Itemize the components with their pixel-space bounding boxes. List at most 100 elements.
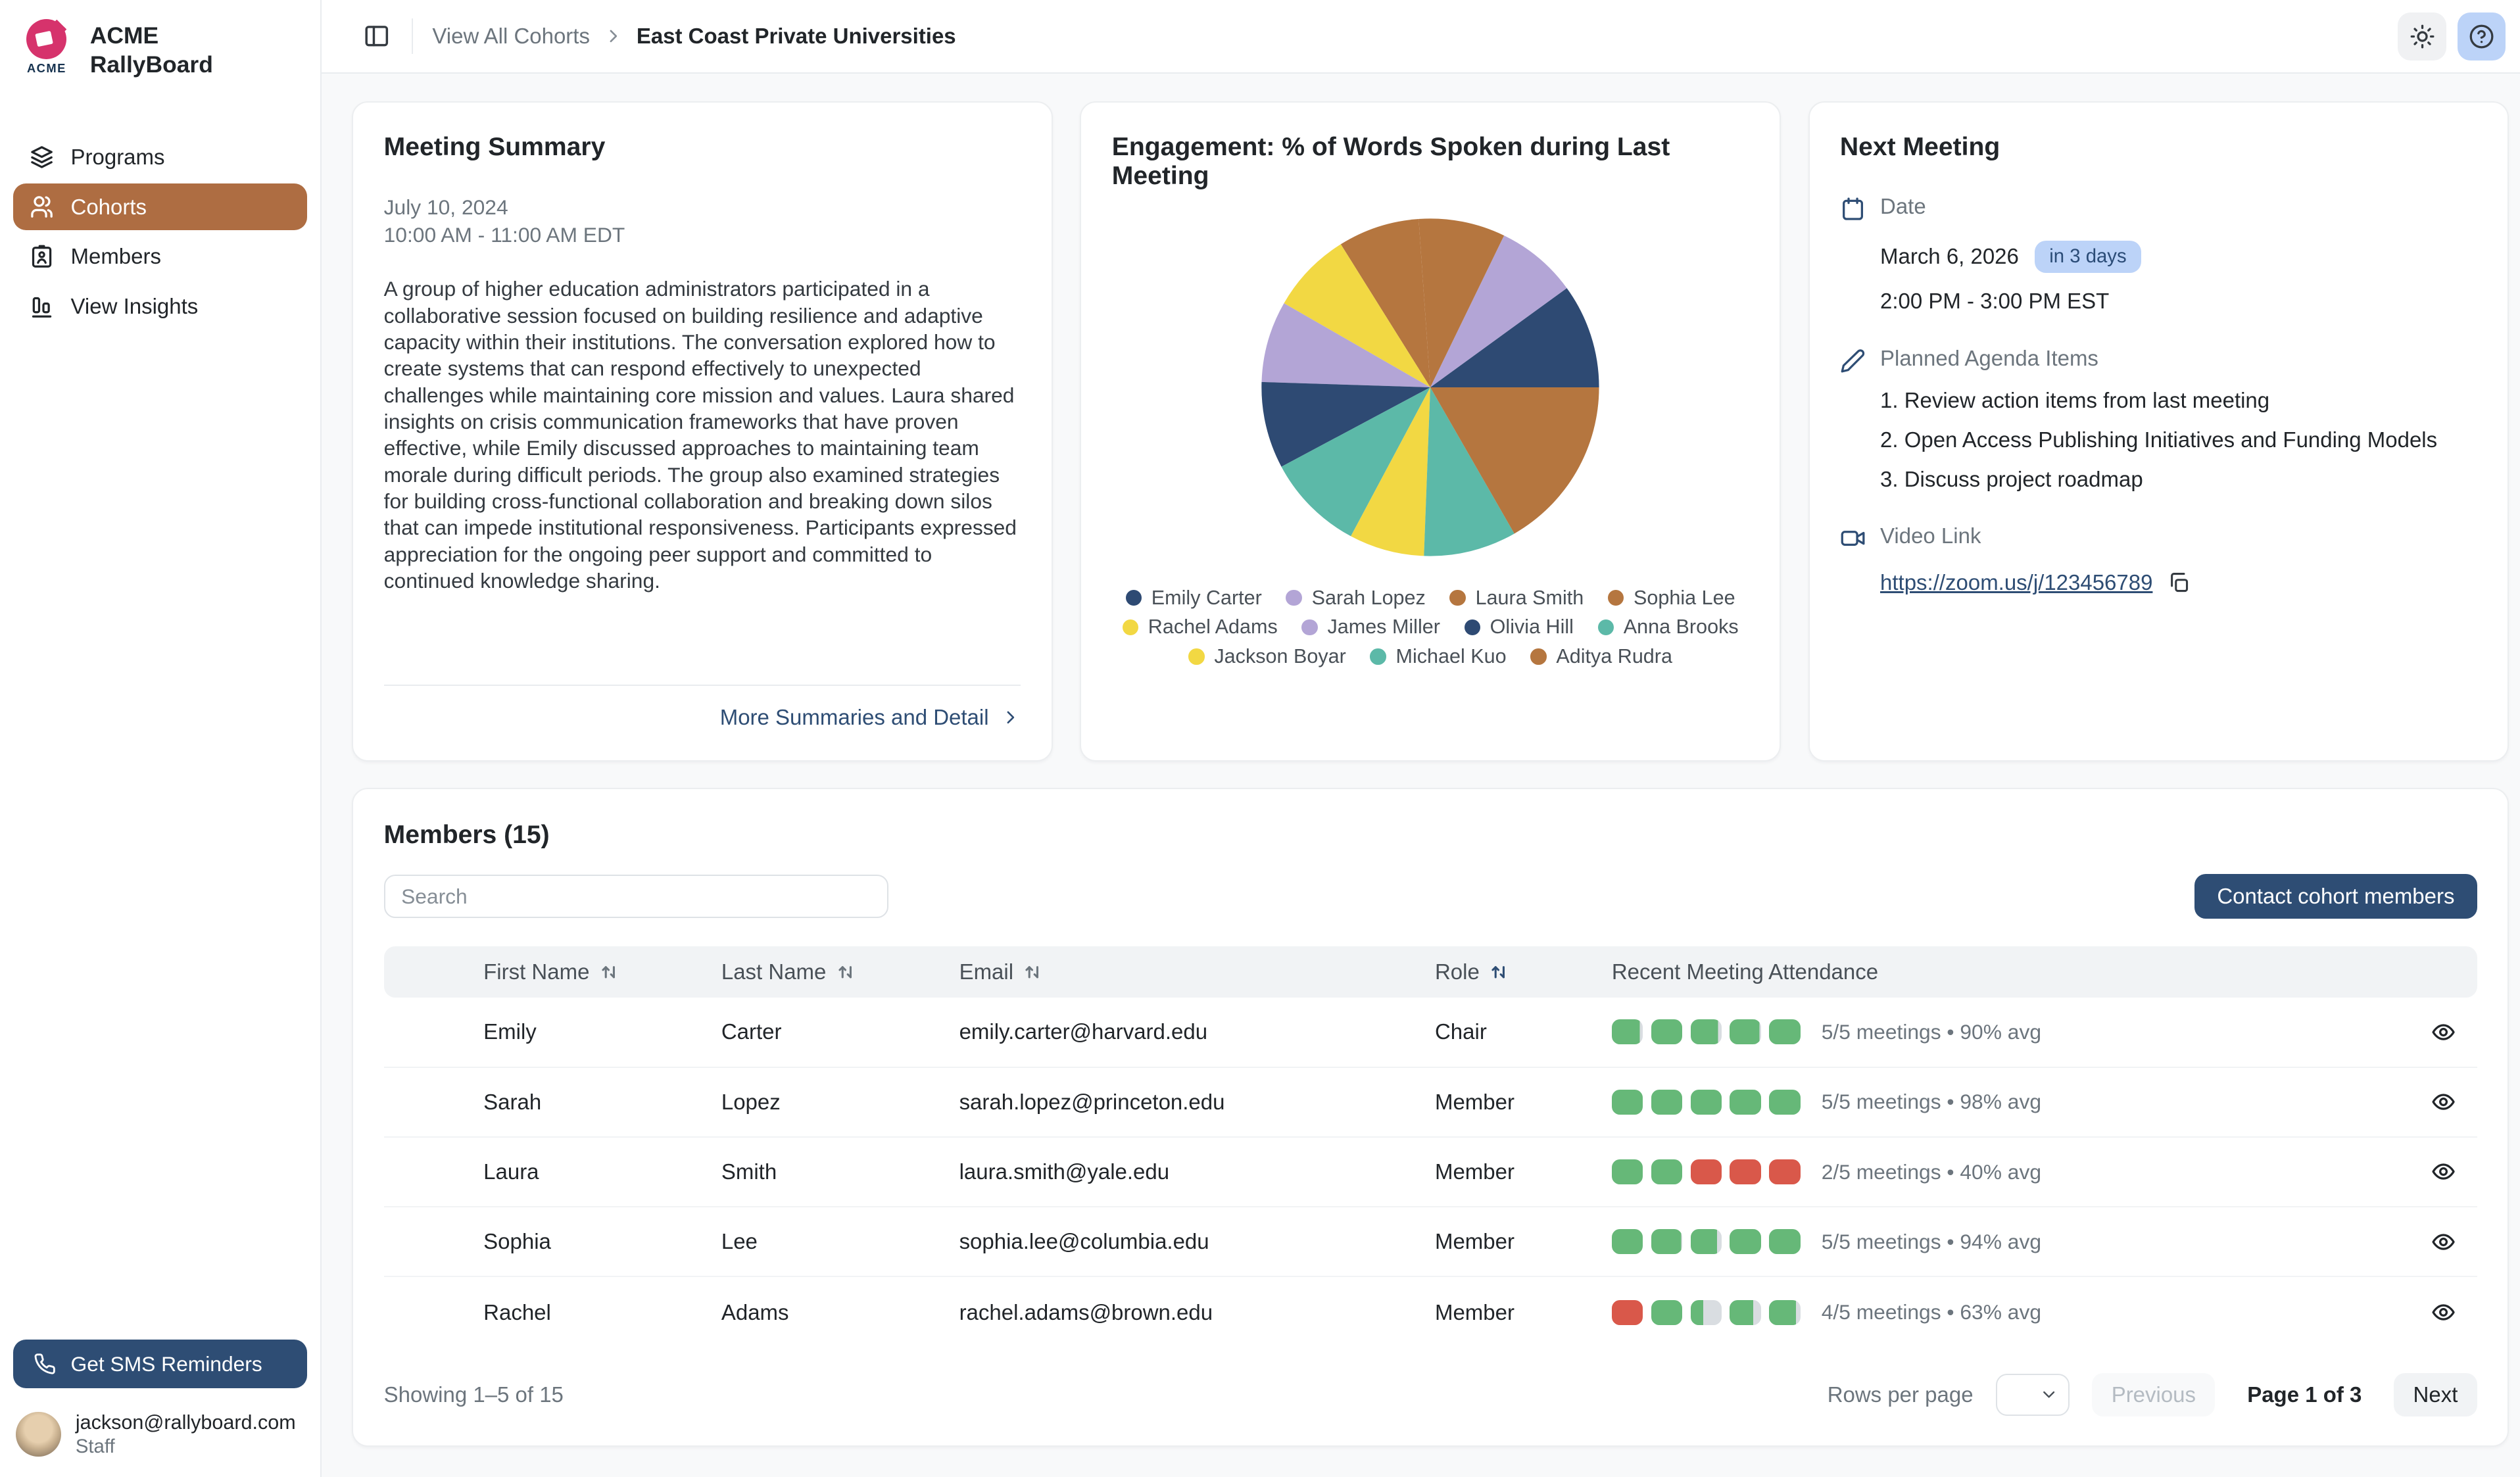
column-label: Email — [959, 959, 1014, 984]
attendance-bar — [1690, 1159, 1722, 1184]
sidebar-item-view-insights[interactable]: View Insights — [13, 283, 308, 330]
sidebar-item-label: Cohorts — [70, 194, 147, 219]
view-member-button[interactable] — [2431, 1159, 2456, 1184]
view-member-button[interactable] — [2431, 1229, 2456, 1255]
more-summaries-link[interactable]: More Summaries and Detail — [384, 686, 1021, 730]
sidebar-item-members[interactable]: Members — [13, 233, 308, 280]
chevron-right-icon — [603, 26, 624, 47]
view-member-button[interactable] — [2431, 1299, 2456, 1325]
chevron-down-icon — [2039, 1385, 2058, 1404]
cell-email: laura.smith@yale.edu — [959, 1159, 1170, 1184]
cell-first-name: Emily — [483, 1019, 537, 1044]
rows-per-page-select[interactable] — [1995, 1374, 2070, 1416]
attendance-bar — [1690, 1299, 1722, 1325]
next-meeting-date: March 6, 2026 — [1880, 244, 2019, 269]
attendance-text: 5/5 meetings • 94% avg — [1821, 1229, 2042, 1253]
theme-toggle-button[interactable] — [2398, 12, 2446, 61]
attendance-bar — [1730, 1229, 1762, 1255]
acme-logo-text: ACME — [26, 61, 66, 75]
attendance-bar — [1769, 1089, 1801, 1115]
cell-first-name: Sarah — [483, 1089, 542, 1114]
attendance-text: 5/5 meetings • 90% avg — [1821, 1019, 2042, 1044]
agenda-item: 2. Open Access Publishing Initiatives an… — [1880, 427, 2438, 452]
legend-dot — [1125, 589, 1142, 606]
sidebar-toggle-icon[interactable] — [363, 22, 391, 50]
column-label: First Name — [483, 959, 590, 984]
brand-name: ACME RallyBoard — [90, 19, 213, 79]
help-button[interactable] — [2457, 12, 2506, 61]
next-page-button[interactable]: Next — [2394, 1372, 2477, 1416]
get-sms-reminders-button[interactable]: Get SMS Reminders — [12, 1340, 308, 1388]
user-menu[interactable]: jackson@rallyboard.com Staff — [13, 1411, 308, 1458]
cell-email: emily.carter@harvard.edu — [959, 1019, 1208, 1044]
zoom-meeting-link[interactable]: https://zoom.us/j/123456789 — [1880, 570, 2153, 595]
view-member-button[interactable] — [2431, 1089, 2456, 1115]
attendance-bar — [1651, 1089, 1683, 1115]
column-header-first-name[interactable]: First Name — [483, 959, 721, 984]
table-body: Emily Carter emily.carter@harvard.edu Chair… — [383, 998, 2477, 1347]
legend-label: Olivia Hill — [1490, 616, 1574, 639]
legend-label: Emily Carter — [1151, 586, 1262, 609]
acme-logo: ACME — [19, 19, 74, 79]
search-input[interactable] — [383, 875, 889, 919]
attendance-bar — [1611, 1229, 1643, 1255]
user-avatar — [16, 1411, 61, 1457]
pencil-icon — [1840, 348, 1866, 374]
brand: ACME ACME RallyBoard — [13, 16, 308, 79]
agenda-section: Planned Agenda Items — [1840, 346, 2477, 374]
legend-label: James Miller — [1327, 616, 1440, 639]
previous-page-button[interactable]: Previous — [2092, 1372, 2216, 1416]
legend-item: Aditya Rudra — [1530, 645, 1672, 668]
view-member-button[interactable] — [2431, 1019, 2456, 1045]
attendance-text: 5/5 meetings • 98% avg — [1821, 1090, 2042, 1114]
column-header-last-name[interactable]: Last Name — [721, 959, 959, 984]
legend-dot — [1122, 619, 1139, 636]
breadcrumb-parent-link[interactable]: View All Cohorts — [432, 24, 590, 49]
column-header-email[interactable]: Email — [959, 959, 1435, 984]
cell-role: Member — [1434, 1229, 1514, 1254]
brand-line1: ACME — [89, 22, 159, 49]
showing-text: Showing 1–5 of 15 — [383, 1382, 564, 1407]
cards-row: Meeting Summary July 10, 2024 10:00 AM -… — [352, 101, 2509, 762]
sort-icon — [1491, 965, 1505, 979]
copy-icon[interactable] — [2167, 571, 2191, 595]
pie-slice-sophia-lee — [1341, 218, 1431, 387]
attendance-bar — [1730, 1019, 1762, 1045]
agenda-list: 1. Review action items from last meeting… — [1880, 374, 2477, 492]
pie-slice-emily-carter — [1430, 287, 1599, 387]
contact-cohort-members-button[interactable]: Contact cohort members — [2194, 874, 2477, 919]
engagement-title: Engagement: % of Words Spoken during Las… — [1111, 133, 1670, 191]
pie-slice-aditya-rudra — [1430, 387, 1599, 534]
table-row-emily[interactable]: Emily Carter emily.carter@harvard.edu Chair… — [383, 998, 2477, 1068]
topbar-divider — [411, 18, 414, 55]
main: View All Cohorts East Coast Private Univ… — [321, 0, 2520, 1477]
phone-icon — [34, 1353, 56, 1375]
cell-first-name: Laura — [483, 1159, 539, 1184]
sidebar-item-label: Programs — [70, 144, 165, 169]
legend-item: Michael Kuo — [1370, 645, 1507, 668]
date-label: Date — [1880, 194, 1926, 219]
user-email: jackson@rallyboard.com — [75, 1411, 296, 1434]
table-row-laura[interactable]: Laura Smith laura.smith@yale.edu Member 2/5 … — [383, 1138, 2477, 1208]
cell-last-name: Carter — [721, 1019, 782, 1044]
attendance-bar — [1651, 1019, 1683, 1045]
pie-slice-anna-brooks — [1281, 387, 1431, 536]
sidebar-bottom: Get SMS Reminders jackson@rallyboard.com… — [12, 1340, 308, 1458]
column-header-role[interactable]: Role — [1435, 959, 1612, 984]
cell-first-name: Sophia — [483, 1229, 551, 1254]
pie-svg — [1261, 218, 1599, 556]
legend-item: Rachel Adams — [1122, 616, 1278, 639]
cell-role: Chair — [1434, 1019, 1487, 1044]
sidebar-item-programs[interactable]: Programs — [13, 133, 308, 180]
table-row-rachel[interactable]: Rachel Adams rachel.adams@brown.edu Member 4… — [384, 1277, 2477, 1347]
eye-icon — [2432, 1304, 2455, 1320]
table-row-sarah[interactable]: Sarah Lopez sarah.lopez@princeton.edu Membe… — [383, 1068, 2477, 1138]
sidebar-item-cohorts[interactable]: Cohorts — [12, 183, 308, 231]
video-icon — [1840, 525, 1866, 551]
legend-label: Jackson Boyar — [1214, 645, 1346, 668]
pie-slice-jackson-boyar — [1351, 387, 1431, 556]
table-row-sophia[interactable]: Sophia Lee sophia.lee@columbia.edu Member 5/… — [383, 1207, 2477, 1278]
legend-dot — [1301, 619, 1318, 636]
sidebar-item-label: Members — [70, 244, 161, 269]
